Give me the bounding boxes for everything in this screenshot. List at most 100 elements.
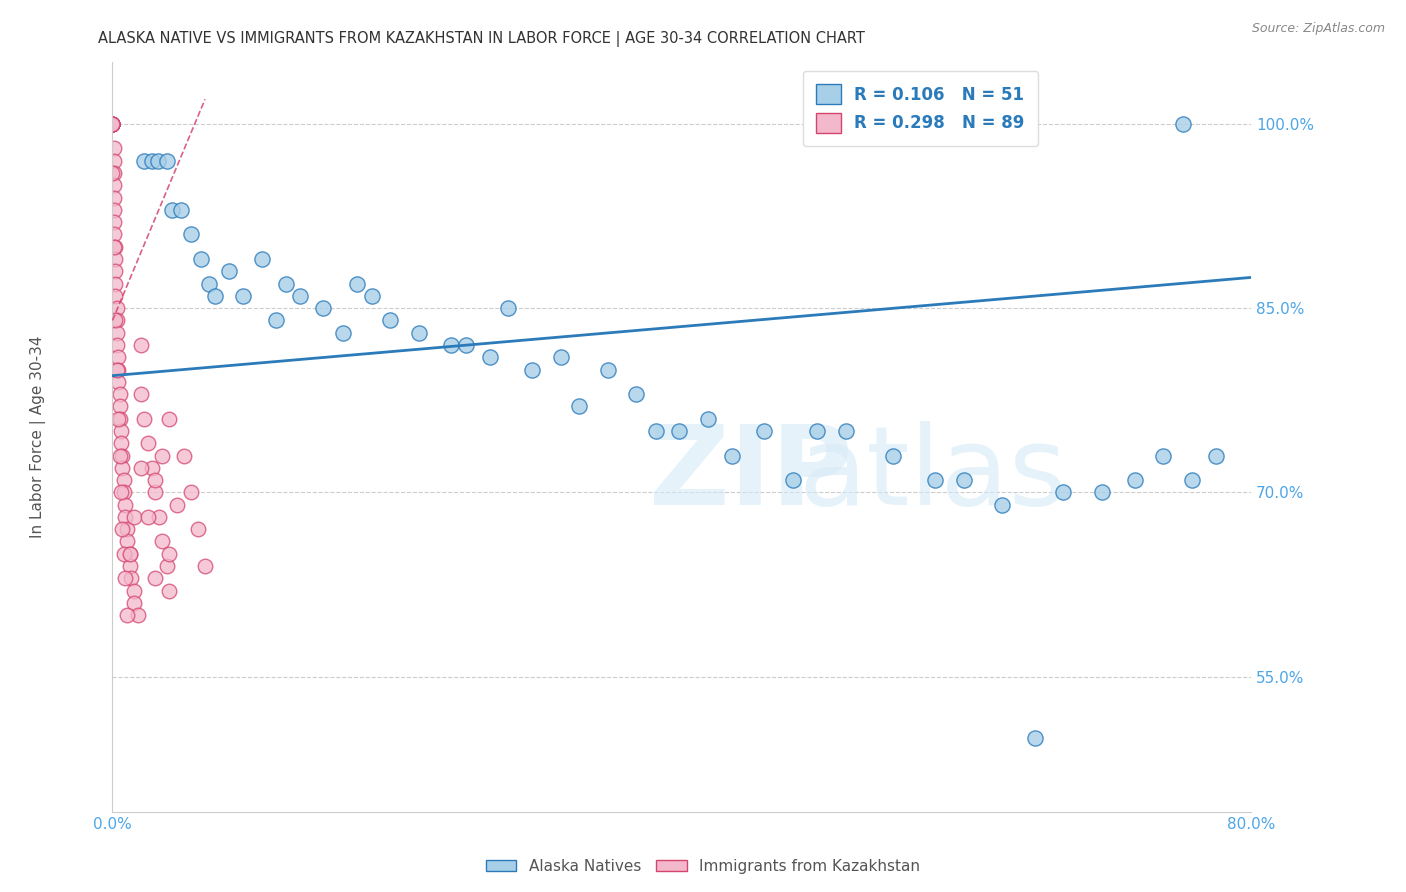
Point — [103, 178, 125, 193]
Point — [108, 387, 131, 401]
Point — [129, 460, 152, 475]
Point — [550, 350, 572, 364]
Point — [218, 264, 240, 278]
Point — [170, 202, 193, 217]
Point — [114, 571, 136, 585]
Point — [150, 534, 173, 549]
Point — [645, 424, 668, 438]
Point — [129, 387, 152, 401]
Point — [127, 608, 149, 623]
Point — [103, 190, 125, 204]
Point — [440, 338, 463, 352]
Point — [166, 498, 188, 512]
Point — [159, 411, 180, 425]
Point — [104, 240, 127, 254]
Point — [104, 277, 127, 291]
Point — [101, 117, 124, 131]
Point — [754, 424, 776, 438]
Point — [110, 424, 132, 438]
Point — [101, 117, 124, 131]
Point — [129, 338, 152, 352]
Point — [143, 485, 166, 500]
Point — [924, 473, 946, 487]
Point — [101, 117, 124, 131]
Point — [101, 117, 124, 131]
Point — [122, 510, 145, 524]
Point — [696, 411, 718, 425]
Point — [104, 264, 127, 278]
Point — [198, 277, 221, 291]
Point — [111, 460, 134, 475]
Point — [454, 338, 477, 352]
Point — [806, 424, 828, 438]
Text: ZIP: ZIP — [648, 421, 852, 528]
Point — [132, 411, 155, 425]
Point — [668, 424, 690, 438]
Point — [332, 326, 354, 340]
Text: In Labor Force | Age 30-34: In Labor Force | Age 30-34 — [31, 335, 46, 539]
Point — [111, 449, 134, 463]
Point — [720, 449, 742, 463]
Point — [194, 559, 217, 574]
Point — [107, 411, 129, 425]
Point — [112, 547, 135, 561]
Point — [101, 117, 124, 131]
Point — [103, 240, 125, 254]
Point — [522, 362, 544, 376]
Point — [141, 153, 163, 168]
Point — [101, 117, 124, 131]
Point — [101, 117, 124, 131]
Text: atlas: atlas — [799, 421, 1067, 528]
Point — [118, 559, 141, 574]
Point — [108, 411, 131, 425]
Point — [346, 277, 368, 291]
Point — [143, 571, 166, 585]
Point — [180, 485, 202, 500]
Point — [118, 547, 141, 561]
Point — [312, 301, 335, 315]
Point — [101, 117, 124, 131]
Point — [834, 424, 856, 438]
Point — [103, 227, 125, 242]
Point — [132, 153, 155, 168]
Point — [232, 289, 254, 303]
Legend: Alaska Natives, Immigrants from Kazakhstan: Alaska Natives, Immigrants from Kazakhst… — [479, 853, 927, 880]
Point — [115, 534, 138, 549]
Point — [112, 473, 135, 487]
Legend: R = 0.106   N = 51, R = 0.298   N = 89: R = 0.106 N = 51, R = 0.298 N = 89 — [803, 70, 1038, 146]
Point — [101, 117, 124, 131]
Point — [187, 522, 209, 536]
Point — [143, 473, 166, 487]
Point — [290, 289, 312, 303]
Point — [105, 362, 128, 376]
Point — [1052, 485, 1074, 500]
Point — [120, 571, 142, 585]
Point — [105, 338, 128, 352]
Point — [111, 522, 134, 536]
Point — [104, 252, 127, 266]
Point — [155, 559, 177, 574]
Point — [146, 153, 169, 168]
Text: ALASKA NATIVE VS IMMIGRANTS FROM KAZAKHSTAN IN LABOR FORCE | AGE 30-34 CORRELATI: ALASKA NATIVE VS IMMIGRANTS FROM KAZAKHS… — [98, 31, 865, 47]
Point — [496, 301, 519, 315]
Point — [150, 449, 173, 463]
Point — [122, 583, 145, 598]
Point — [118, 547, 141, 561]
Point — [626, 387, 648, 401]
Point — [159, 547, 180, 561]
Point — [408, 326, 430, 340]
Point — [378, 313, 401, 327]
Point — [148, 510, 170, 524]
Point — [991, 498, 1014, 512]
Point — [101, 117, 124, 131]
Point — [101, 166, 124, 180]
Point — [276, 277, 298, 291]
Point — [136, 510, 159, 524]
Point — [190, 252, 212, 266]
Point — [115, 522, 138, 536]
Point — [108, 400, 131, 414]
Point — [114, 510, 136, 524]
Point — [103, 202, 125, 217]
Point — [115, 608, 138, 623]
Point — [1123, 473, 1146, 487]
